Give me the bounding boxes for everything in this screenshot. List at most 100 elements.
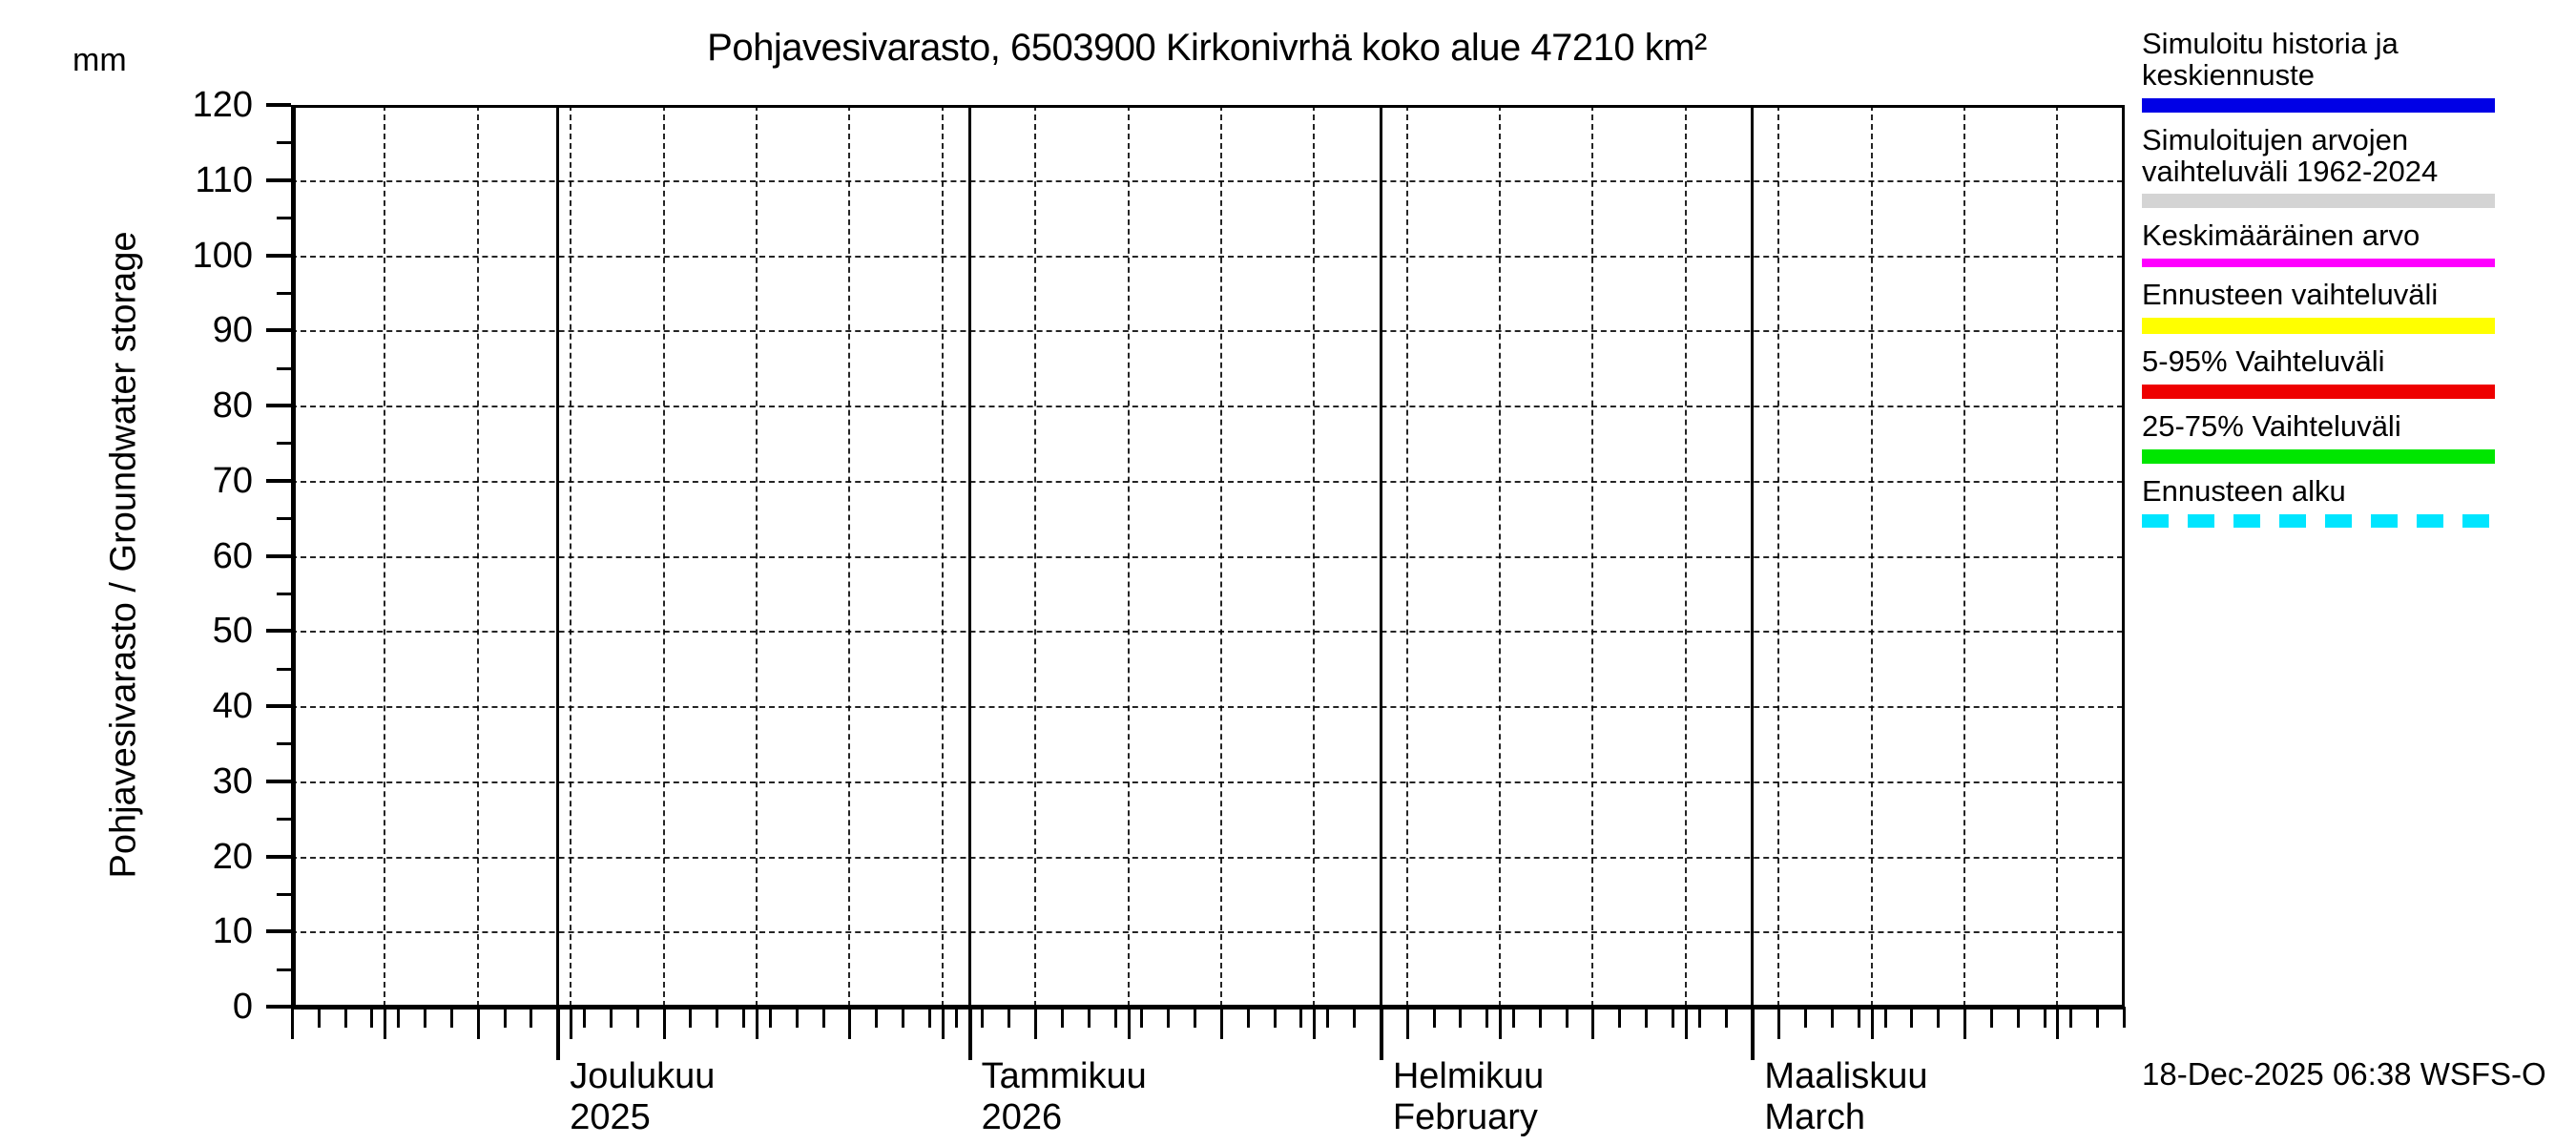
y-axis-tick-label: 30 <box>212 760 253 802</box>
month-boundary-line <box>1751 105 1755 1007</box>
legend-item: Keskimääräinen arvo <box>2142 220 2562 268</box>
y-axis-tick <box>266 328 291 333</box>
grid-line-horizontal <box>291 856 2123 859</box>
grid-line-horizontal <box>291 255 2123 258</box>
x-axis-minor-tick <box>1432 1007 1436 1028</box>
x-axis-minor-tick <box>1459 1007 1463 1028</box>
grid-line-vertical <box>1313 105 1316 1007</box>
y-axis-tick <box>266 103 291 107</box>
x-axis-minor-tick <box>1937 1007 1941 1028</box>
x-axis-minor-tick <box>343 1007 347 1028</box>
x-axis-minor-tick <box>2043 1007 2046 1028</box>
grid-line-vertical <box>1870 105 1873 1007</box>
grid-line-vertical <box>1684 105 1687 1007</box>
x-axis-month-label-line1: Tammikuu <box>981 1056 1147 1096</box>
legend-item-label: Simuloitu historia ja keskiennuste <box>2142 27 2399 92</box>
y-axis-minor-tick <box>277 592 291 595</box>
x-axis-tick <box>848 1007 852 1039</box>
y-axis-tick-label: 0 <box>232 987 253 1027</box>
legend-item: Simuloitu historia ja keskiennuste <box>2142 27 2562 113</box>
month-boundary-line <box>1379 105 1382 1007</box>
y-axis-tick <box>266 177 291 182</box>
x-axis-minor-tick <box>954 1007 958 1028</box>
x-axis-minor-tick <box>609 1007 613 1028</box>
y-axis-minor-tick <box>277 517 291 521</box>
grid-line-vertical <box>941 105 944 1007</box>
x-axis-minor-tick <box>2069 1007 2073 1028</box>
y-axis-minor-tick <box>277 291 291 295</box>
x-axis-tick <box>2056 1007 2060 1039</box>
y-axis-minor-tick <box>277 366 291 370</box>
x-axis-minor-tick <box>1857 1007 1860 1028</box>
x-axis-tick <box>941 1007 945 1039</box>
x-axis-minor-tick <box>1645 1007 1649 1028</box>
y-axis-tick-label: 10 <box>212 911 253 952</box>
y-axis-tick <box>266 404 291 407</box>
y-axis-tick <box>266 929 291 934</box>
month-boundary-line <box>967 105 971 1007</box>
x-axis-minor-tick <box>981 1007 985 1028</box>
grid-line-horizontal <box>291 706 2123 708</box>
y-axis-tick-label: 60 <box>212 535 253 576</box>
x-axis-month-label-line1: Maaliskuu <box>1764 1056 1928 1096</box>
x-axis-minor-tick <box>2123 1007 2126 1028</box>
legend-item-label: Simuloitujen arvojen vaihteluväli 1962-2… <box>2142 122 2439 188</box>
x-axis-minor-tick <box>1273 1007 1277 1028</box>
x-axis-minor-tick <box>2096 1007 2100 1028</box>
x-axis-minor-tick <box>1087 1007 1091 1028</box>
legend-swatch-green-band <box>2142 448 2495 464</box>
x-axis-minor-tick <box>1167 1007 1171 1028</box>
grid-line-horizontal <box>291 931 2123 934</box>
x-axis-minor-tick <box>927 1007 931 1028</box>
plot-area: Joulukuu 2025 Tammikuu 2026 Helmikuu February… <box>291 105 2126 1137</box>
y-axis-minor-tick <box>277 892 291 896</box>
x-axis-month-label: Tammikuu 2026 <box>982 1056 1147 1137</box>
x-axis-tick <box>570 1007 573 1039</box>
footer-timestamp: 18-Dec-2025 06:38 WSFS-O <box>2142 1056 2546 1092</box>
x-axis-tick <box>1684 1007 1688 1039</box>
grid-line-vertical <box>476 105 479 1007</box>
x-axis-month-label-line1: Joulukuu <box>570 1056 716 1096</box>
y-axis-minor-tick <box>277 217 291 220</box>
legend-swatch-cyan-dashed <box>2142 513 2495 528</box>
legend: Simuloitu historia ja keskiennuste Simulo… <box>2142 27 2562 540</box>
x-axis-minor-tick <box>1671 1007 1674 1028</box>
x-axis-tick <box>1313 1007 1317 1039</box>
y-axis-minor-tick <box>277 667 291 671</box>
y-axis-tick <box>266 1005 291 1009</box>
legend-item: 25-75% Vaihteluväli <box>2142 410 2562 464</box>
legend-item: Simuloitujen arvojen vaihteluväli 1962-2… <box>2142 122 2562 209</box>
x-axis-minor-tick <box>1353 1007 1357 1028</box>
y-axis-tick-label: 90 <box>212 310 253 351</box>
x-axis-tick <box>755 1007 758 1039</box>
x-axis-minor-tick <box>1538 1007 1542 1028</box>
x-axis-minor-tick <box>1512 1007 1515 1028</box>
y-axis-tick-label: 20 <box>212 836 253 877</box>
legend-item-label: Ennusteen alku <box>2142 473 2346 508</box>
x-axis-minor-tick <box>1326 1007 1330 1028</box>
y-axis-tick <box>266 854 291 859</box>
y-axis-tick-label: 70 <box>212 460 253 501</box>
x-axis-minor-tick <box>1485 1007 1489 1028</box>
x-axis-tick <box>384 1007 387 1039</box>
grid-line-vertical <box>2056 105 2059 1007</box>
x-axis-tick <box>476 1007 480 1039</box>
grid-line-vertical <box>1219 105 1222 1007</box>
x-axis-minor-tick <box>1830 1007 1834 1028</box>
x-axis-line <box>291 1005 2125 1010</box>
grid-line-horizontal <box>291 406 2123 407</box>
grid-line-vertical <box>662 105 665 1007</box>
chart-title: Pohjavesivarasto, 6503900 Kirkonivrhä ko… <box>707 27 1707 69</box>
grid-line-vertical <box>1127 105 1130 1007</box>
x-axis-minor-tick <box>317 1007 321 1028</box>
grid-line-vertical <box>1591 105 1594 1007</box>
x-axis-month-label: Maaliskuu March <box>1764 1056 1927 1137</box>
x-axis-minor-tick <box>1618 1007 1622 1028</box>
x-axis-month-label-line2: 2026 <box>981 1096 1063 1137</box>
x-axis-minor-tick <box>1194 1007 1197 1028</box>
x-axis-tick <box>1405 1007 1409 1039</box>
legend-swatch-yellow-band <box>2142 318 2495 335</box>
x-axis-minor-tick <box>583 1007 587 1028</box>
x-axis-minor-tick <box>1910 1007 1914 1028</box>
x-axis-tick <box>1034 1007 1038 1039</box>
